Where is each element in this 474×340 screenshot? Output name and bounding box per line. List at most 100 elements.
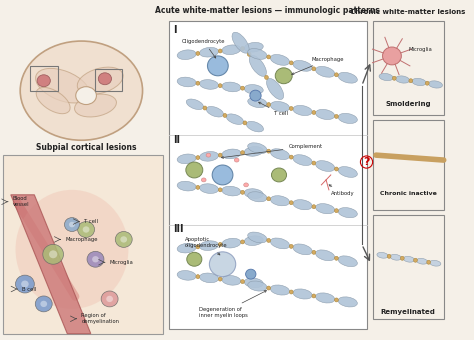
Ellipse shape <box>101 291 118 307</box>
Ellipse shape <box>177 77 196 87</box>
Ellipse shape <box>64 218 80 232</box>
Ellipse shape <box>338 208 357 218</box>
Ellipse shape <box>429 260 441 266</box>
Ellipse shape <box>243 121 247 125</box>
Ellipse shape <box>241 240 245 244</box>
FancyArrowPatch shape <box>17 202 75 296</box>
Ellipse shape <box>244 278 263 288</box>
Ellipse shape <box>177 271 196 280</box>
Ellipse shape <box>247 52 251 56</box>
Ellipse shape <box>266 79 283 100</box>
Ellipse shape <box>186 162 203 178</box>
Ellipse shape <box>241 279 245 284</box>
Text: Chronic inactive: Chronic inactive <box>380 191 437 196</box>
Ellipse shape <box>289 106 293 110</box>
Ellipse shape <box>312 110 316 115</box>
Ellipse shape <box>43 244 64 264</box>
Ellipse shape <box>234 158 239 162</box>
Ellipse shape <box>78 222 94 237</box>
Text: Antibody: Antibody <box>329 185 355 196</box>
Ellipse shape <box>244 183 248 187</box>
Ellipse shape <box>196 275 200 278</box>
Ellipse shape <box>316 66 335 77</box>
Ellipse shape <box>270 101 290 112</box>
Ellipse shape <box>241 151 245 155</box>
Ellipse shape <box>414 258 418 262</box>
Ellipse shape <box>16 275 34 293</box>
Ellipse shape <box>241 47 245 50</box>
Ellipse shape <box>222 186 241 196</box>
Ellipse shape <box>92 256 99 262</box>
Ellipse shape <box>316 109 335 119</box>
Ellipse shape <box>36 87 70 114</box>
Ellipse shape <box>241 86 245 90</box>
Ellipse shape <box>248 232 267 243</box>
Ellipse shape <box>412 78 426 86</box>
Ellipse shape <box>293 105 312 116</box>
Ellipse shape <box>248 98 267 107</box>
Ellipse shape <box>270 285 290 295</box>
Ellipse shape <box>82 226 90 233</box>
Ellipse shape <box>200 184 219 193</box>
Ellipse shape <box>248 192 267 202</box>
Ellipse shape <box>244 147 263 156</box>
Ellipse shape <box>264 75 268 80</box>
Ellipse shape <box>200 47 219 57</box>
Ellipse shape <box>87 251 104 267</box>
Ellipse shape <box>289 201 293 205</box>
Ellipse shape <box>212 165 233 185</box>
Ellipse shape <box>244 189 263 198</box>
Ellipse shape <box>335 256 338 260</box>
Text: Chronic white-matter lesions: Chronic white-matter lesions <box>350 9 465 15</box>
Ellipse shape <box>335 167 338 171</box>
Ellipse shape <box>219 153 222 157</box>
Ellipse shape <box>244 42 263 52</box>
Ellipse shape <box>312 161 316 165</box>
Ellipse shape <box>417 258 428 264</box>
Ellipse shape <box>293 289 312 299</box>
Ellipse shape <box>316 160 335 171</box>
Ellipse shape <box>267 238 271 242</box>
Ellipse shape <box>338 256 357 267</box>
Ellipse shape <box>222 149 241 159</box>
Ellipse shape <box>98 73 111 85</box>
Ellipse shape <box>248 143 267 154</box>
Ellipse shape <box>36 68 90 103</box>
Ellipse shape <box>16 190 128 309</box>
Text: III: III <box>173 224 184 235</box>
Text: Region of
demyelination: Region of demyelination <box>82 313 119 324</box>
Ellipse shape <box>289 155 293 159</box>
Ellipse shape <box>219 188 222 192</box>
Text: I: I <box>173 25 177 35</box>
Ellipse shape <box>335 298 338 302</box>
Text: Degeneration of
inner myelin loops: Degeneration of inner myelin loops <box>199 291 266 318</box>
Ellipse shape <box>208 56 228 76</box>
Ellipse shape <box>206 106 224 117</box>
Ellipse shape <box>246 269 256 279</box>
Text: Complement: Complement <box>221 144 322 158</box>
Text: Acute white-matter lesions — immunologic patterns: Acute white-matter lesions — immunologic… <box>155 6 380 15</box>
Ellipse shape <box>312 294 316 298</box>
Text: Subpial cortical lesions: Subpial cortical lesions <box>36 143 137 152</box>
Ellipse shape <box>395 76 410 83</box>
Ellipse shape <box>383 47 401 65</box>
Ellipse shape <box>177 243 196 253</box>
Ellipse shape <box>270 54 290 65</box>
Ellipse shape <box>338 297 357 307</box>
Ellipse shape <box>196 185 200 189</box>
Ellipse shape <box>335 209 338 212</box>
Text: Smoldering: Smoldering <box>385 101 431 106</box>
Ellipse shape <box>338 113 357 123</box>
Ellipse shape <box>219 49 222 53</box>
Ellipse shape <box>338 72 357 83</box>
Ellipse shape <box>267 197 271 201</box>
Ellipse shape <box>316 204 335 214</box>
FancyBboxPatch shape <box>169 21 366 329</box>
Ellipse shape <box>49 250 57 258</box>
Bar <box>95 69 122 91</box>
Ellipse shape <box>222 275 241 285</box>
Ellipse shape <box>427 260 430 264</box>
Ellipse shape <box>196 51 200 55</box>
Ellipse shape <box>249 55 266 76</box>
Text: ?: ? <box>363 157 370 167</box>
